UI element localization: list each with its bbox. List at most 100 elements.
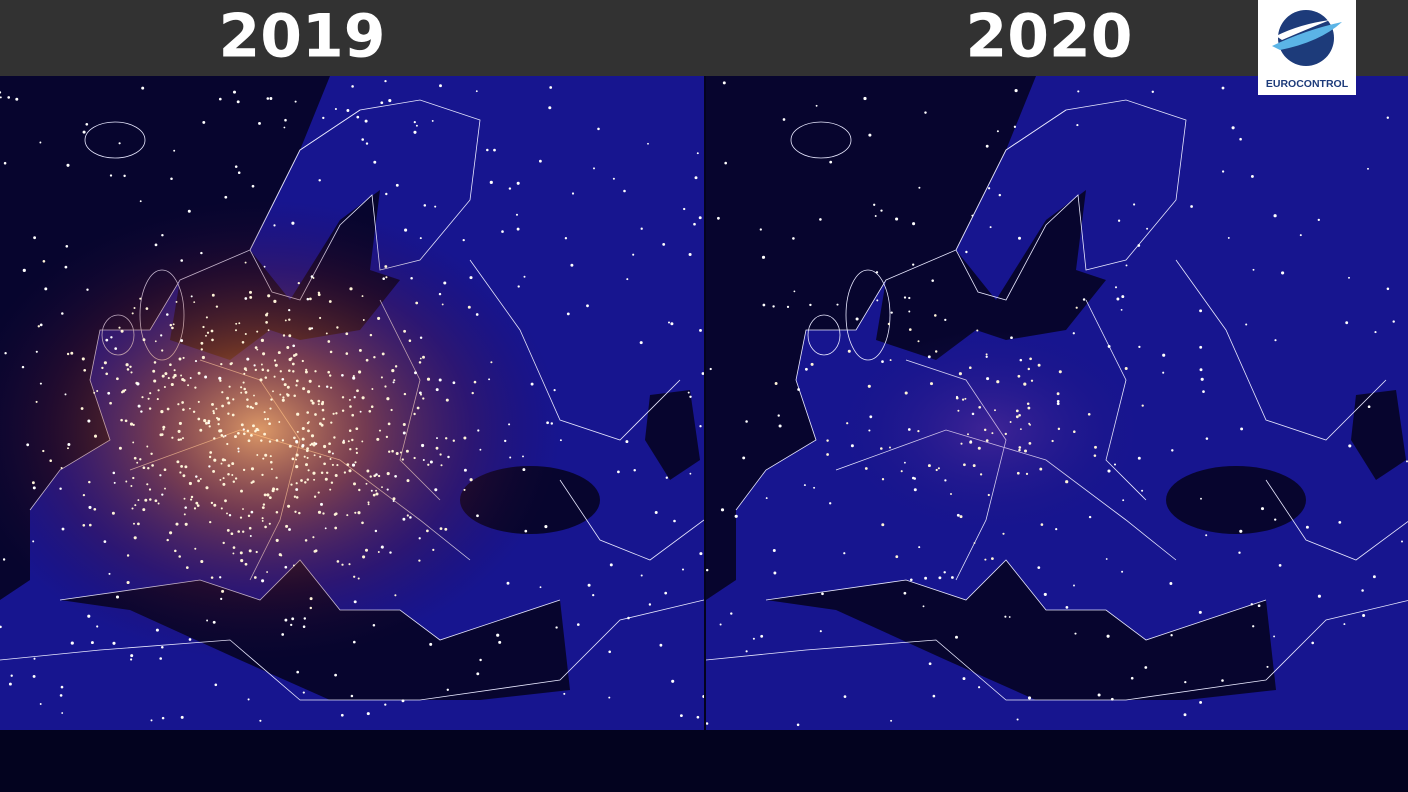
traffic-dot	[308, 327, 312, 331]
traffic-dot	[178, 421, 182, 425]
traffic-dot	[353, 396, 356, 399]
traffic-dot	[240, 391, 243, 394]
traffic-dot	[22, 268, 26, 272]
traffic-dot	[147, 466, 150, 470]
traffic-dot	[263, 493, 267, 497]
traffic-dot	[249, 535, 252, 537]
traffic-dot	[275, 510, 279, 514]
traffic-dot	[803, 484, 806, 487]
traffic-dot	[0, 91, 2, 94]
traffic-dot	[226, 396, 230, 400]
traffic-dot	[1348, 444, 1352, 448]
traffic-dot	[402, 431, 406, 435]
traffic-dot	[180, 465, 184, 468]
traffic-dot	[351, 85, 354, 88]
traffic-dot	[329, 488, 332, 491]
traffic-dot	[550, 422, 554, 425]
traffic-dot	[35, 400, 38, 403]
traffic-dot	[969, 366, 972, 370]
traffic-dot	[209, 451, 213, 454]
traffic-dot	[329, 350, 333, 354]
traffic-dot	[340, 713, 344, 717]
traffic-dot	[1015, 409, 1019, 413]
traffic-dot	[810, 362, 814, 366]
traffic-dot	[248, 526, 252, 530]
traffic-dot	[375, 492, 379, 496]
traffic-dot	[261, 579, 265, 583]
traffic-dot	[83, 368, 87, 372]
traffic-dot	[1273, 214, 1277, 218]
traffic-dot	[319, 316, 322, 320]
traffic-dot	[262, 352, 266, 356]
traffic-dot	[1056, 399, 1060, 403]
traffic-dot	[934, 350, 938, 353]
traffic-dot	[774, 382, 778, 385]
traffic-dot	[163, 385, 166, 389]
traffic-dot	[301, 359, 304, 363]
traffic-dot	[1199, 368, 1203, 372]
traffic-dot	[377, 474, 381, 478]
traffic-dot	[385, 435, 389, 439]
traffic-dot	[516, 227, 520, 231]
traffic-dot	[506, 581, 510, 585]
traffic-dot	[246, 357, 250, 361]
traffic-dot	[173, 373, 177, 378]
traffic-dot	[868, 133, 872, 137]
traffic-dot	[701, 372, 704, 375]
traffic-dot	[208, 455, 212, 459]
traffic-dot	[670, 322, 674, 326]
traffic-dot	[310, 434, 315, 438]
traffic-dot	[1106, 634, 1110, 638]
traffic-dot	[490, 361, 493, 364]
traffic-dot	[334, 526, 338, 530]
traffic-dot	[377, 316, 381, 320]
traffic-dot	[240, 386, 243, 389]
traffic-dot	[224, 499, 227, 503]
traffic-dot	[380, 545, 384, 549]
traffic-dot	[247, 439, 251, 443]
traffic-dot	[1077, 90, 1080, 93]
traffic-dot	[215, 407, 218, 410]
traffic-dot	[809, 303, 812, 307]
traffic-dot	[317, 403, 320, 406]
traffic-dot	[351, 463, 356, 467]
traffic-dot	[1273, 635, 1276, 638]
traffic-dot	[266, 97, 270, 100]
traffic-dot	[742, 456, 746, 460]
traffic-dot	[251, 184, 255, 188]
traffic-dot	[296, 670, 300, 674]
traffic-dot	[413, 412, 416, 416]
traffic-dot	[258, 121, 261, 125]
traffic-dot	[382, 277, 385, 280]
traffic-dot	[374, 529, 378, 533]
traffic-dot	[416, 406, 420, 410]
traffic-dot	[391, 369, 395, 373]
traffic-dot	[626, 278, 629, 281]
traffic-dot	[847, 349, 851, 353]
traffic-dot	[159, 657, 163, 660]
traffic-dot	[469, 478, 473, 482]
traffic-dot	[364, 119, 368, 123]
traffic-dot	[142, 508, 146, 512]
traffic-dot	[139, 200, 142, 203]
traffic-dot	[247, 514, 251, 518]
traffic-dot	[349, 405, 352, 408]
traffic-dot	[88, 505, 92, 509]
traffic-dot	[1088, 515, 1092, 519]
traffic-dot	[296, 412, 300, 416]
traffic-dot	[284, 565, 288, 569]
traffic-dot	[264, 418, 267, 421]
traffic-dot	[633, 468, 636, 472]
traffic-dot	[294, 100, 297, 103]
traffic-dot	[1002, 532, 1005, 535]
traffic-dot	[1257, 604, 1261, 608]
traffic-dot	[151, 464, 154, 467]
traffic-dot	[90, 641, 94, 645]
traffic-dot	[230, 362, 233, 365]
traffic-dot	[250, 434, 253, 437]
traffic-dot	[246, 398, 249, 401]
traffic-dot	[361, 521, 364, 525]
traffic-dot	[246, 429, 250, 433]
traffic-dot	[361, 138, 365, 141]
traffic-dot	[96, 625, 99, 628]
